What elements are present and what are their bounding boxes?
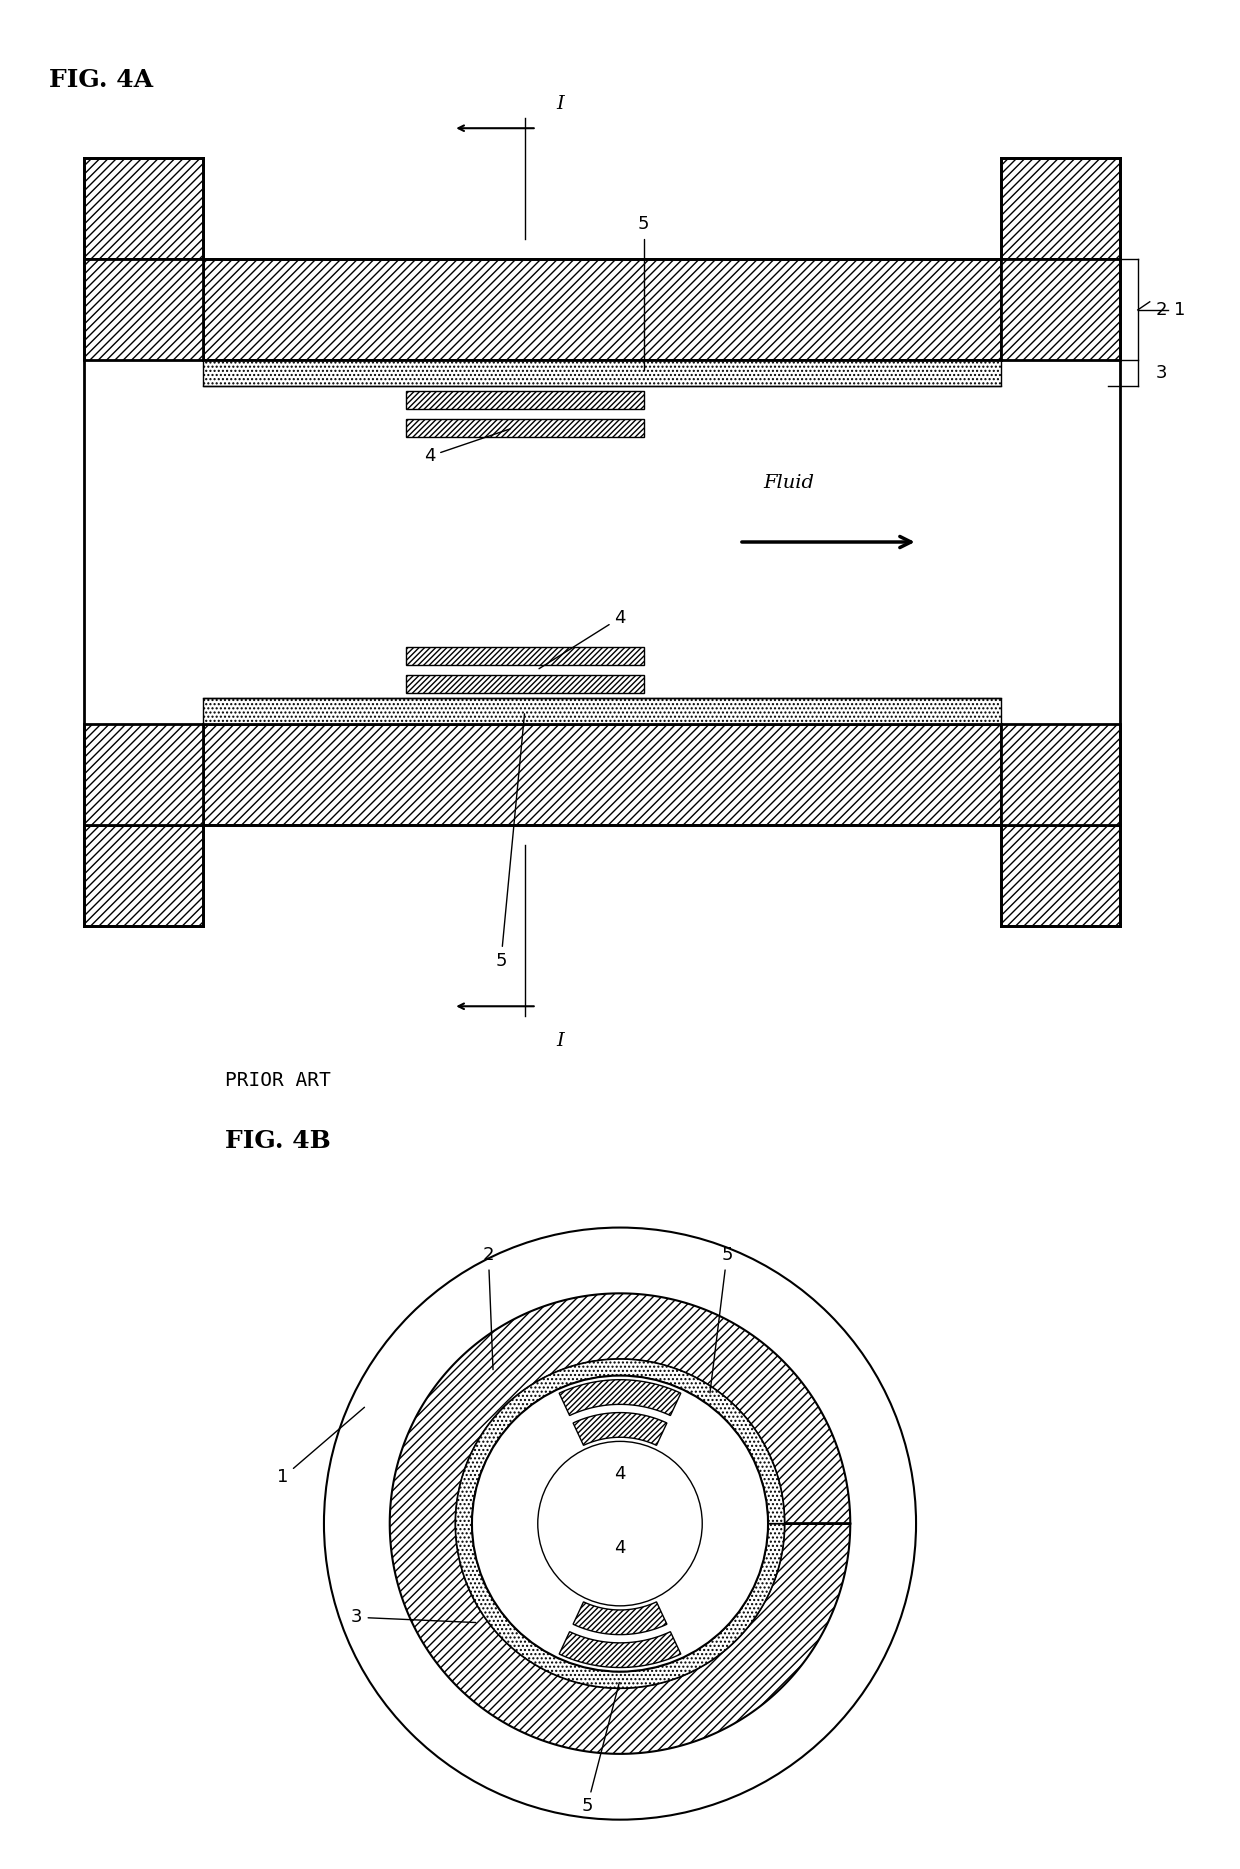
Text: 1: 1 (1173, 301, 1185, 320)
Text: FIG. 4B: FIG. 4B (226, 1129, 331, 1153)
Bar (405, 675, 644, 693)
Text: 4: 4 (539, 609, 626, 669)
Bar (1001, 159, 1120, 260)
Text: I: I (557, 95, 564, 112)
Bar (405, 419, 644, 437)
Circle shape (538, 1441, 702, 1605)
Bar (1001, 723, 1120, 824)
Text: 5: 5 (711, 1247, 733, 1392)
Bar (203, 723, 1001, 824)
Text: Fluid: Fluid (763, 473, 813, 492)
Bar (203, 723, 1001, 824)
Text: 5: 5 (639, 215, 650, 370)
Bar (1001, 159, 1120, 260)
Text: I: I (557, 1032, 564, 1050)
Bar (203, 699, 1001, 723)
Bar (1001, 824, 1120, 925)
Text: 2: 2 (1156, 301, 1167, 320)
Bar (405, 419, 644, 437)
Bar (203, 260, 1001, 361)
Bar (84, 159, 203, 260)
Bar (203, 385, 1001, 699)
Bar (84, 723, 203, 824)
Bar (405, 391, 644, 409)
Bar (203, 699, 1001, 723)
Text: FIG. 4A: FIG. 4A (48, 67, 153, 92)
Text: PRIOR ART: PRIOR ART (226, 1071, 331, 1090)
Polygon shape (559, 1379, 681, 1415)
Bar (405, 647, 644, 665)
Text: 4: 4 (614, 1465, 626, 1484)
Bar (203, 361, 1001, 385)
Bar (405, 647, 644, 665)
Text: 3: 3 (1156, 364, 1167, 381)
Bar (1001, 260, 1120, 361)
Bar (84, 723, 203, 824)
Bar (1001, 260, 1120, 361)
Text: 2: 2 (482, 1247, 495, 1370)
Polygon shape (559, 1632, 681, 1667)
Bar (1001, 723, 1120, 824)
Polygon shape (455, 1359, 785, 1688)
Text: 4: 4 (424, 428, 510, 465)
Text: 4: 4 (614, 1540, 626, 1557)
Bar (203, 260, 1001, 361)
Text: 1: 1 (278, 1407, 365, 1486)
Polygon shape (573, 1413, 667, 1445)
Bar (84, 260, 203, 361)
Bar (84, 824, 203, 925)
Polygon shape (573, 1602, 667, 1635)
Bar (84, 824, 203, 925)
Bar (203, 361, 1001, 385)
Text: 5: 5 (495, 714, 525, 970)
Text: 5: 5 (582, 1682, 619, 1815)
Bar (1001, 824, 1120, 925)
Bar (84, 159, 203, 260)
Bar (84, 260, 203, 361)
Bar (405, 675, 644, 693)
Polygon shape (389, 1293, 851, 1753)
Text: 3: 3 (351, 1609, 476, 1626)
Circle shape (472, 1376, 768, 1671)
Bar (405, 391, 644, 409)
